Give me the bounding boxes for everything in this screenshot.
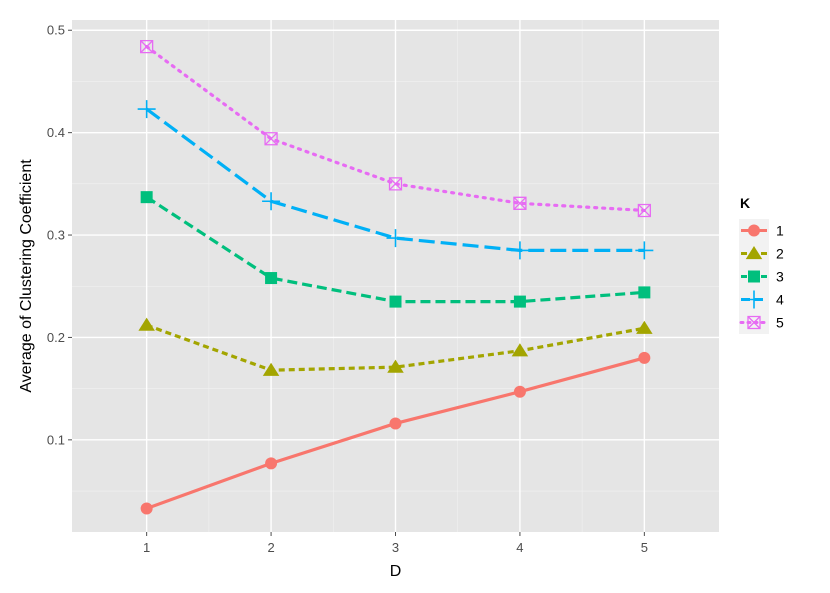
data-point-5 [513,196,527,210]
data-point-3 [638,286,651,299]
legend-label-4: 4 [776,292,784,308]
data-point-3 [265,272,278,285]
data-point-3 [389,295,402,308]
legend-marker-3 [748,270,760,283]
axes: 0.1 0.2 0.3 0.4 0.5 1 2 3 4 5 [47,23,648,555]
data-point-2 [511,343,529,357]
series-line-4 [145,107,645,252]
legend-marker-2 [745,246,763,260]
series-markers [137,39,654,515]
legend-label-5: 5 [776,315,784,331]
data-point-5 [264,132,278,146]
data-point-2 [138,317,155,331]
data-point-4 [635,241,654,260]
legend-label-1: 1 [776,223,784,239]
grid-lines [72,20,719,532]
y-tick-label: 0.2 [47,330,65,345]
data-point-2 [636,320,653,334]
series-line-2 [146,323,645,372]
legend: K 1 2 3 4 5 [739,195,784,334]
data-point-1 [389,417,402,430]
x-tick-label: 5 [641,540,648,555]
x-tick-label: 2 [267,540,274,555]
legend-marker-4 [745,290,763,309]
legend-title: K [740,195,750,211]
data-point-2 [387,359,404,373]
data-point-4 [510,241,529,260]
x-tick-label: 1 [143,540,150,555]
legend-label-2: 2 [776,246,784,262]
data-point-1 [638,351,651,364]
data-point-4 [386,229,405,248]
data-point-5 [637,203,651,218]
legend-marker-1 [748,224,760,237]
data-point-5 [388,177,403,191]
data-point-4 [262,192,281,211]
y-tick-label: 0.5 [47,23,65,38]
x-tick-label: 3 [392,540,399,555]
legend-marker-5 [747,315,761,330]
y-tick-label: 0.3 [47,228,65,243]
legend-label-3: 3 [776,269,784,285]
data-point-1 [140,502,153,515]
data-point-3 [140,191,153,204]
data-point-3 [513,295,526,308]
y-tick-label: 0.1 [47,432,65,447]
data-point-2 [262,362,280,376]
x-axis-title: D [390,563,402,580]
y-tick-label: 0.4 [47,125,65,140]
data-point-4 [137,100,156,119]
y-axis-title: Average of Clustering Coefficient [18,159,35,393]
x-tick-label: 4 [516,540,523,555]
data-point-5 [140,39,154,54]
data-point-1 [265,457,278,470]
data-point-1 [513,385,526,398]
